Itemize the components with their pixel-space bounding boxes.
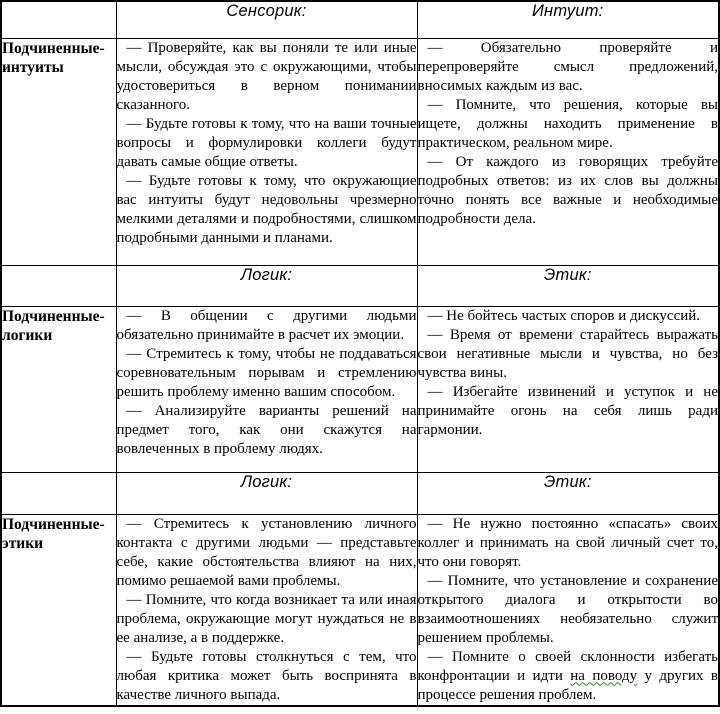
section1-header-row: Сенсорик: Интуит: <box>0 0 720 39</box>
grammar-wavy-text: на поводу <box>570 667 638 684</box>
section1-header-intuit: Интуит: <box>416 0 720 39</box>
advice-paragraph: — Будьте готовы к тому, что на ваши точн… <box>116 115 417 170</box>
section1-header-sensorik: Сенсорик: <box>115 0 418 39</box>
section2-header-row: Логик: Этик: <box>0 264 720 307</box>
paragraph-text: у других в процессе решения проблем. <box>417 667 718 703</box>
section2-header-logik: Логик: <box>115 264 418 307</box>
advice-paragraph: — В общении с другими людьми обязательно… <box>116 307 417 343</box>
section2-corner-cell <box>0 264 117 307</box>
section3-corner-cell <box>0 471 117 515</box>
advice-cell-intuit: — Обязательно проверяйте и перепроверяйт… <box>416 37 720 266</box>
advice-paragraph: — Время от времени старайтесь выражать с… <box>417 326 718 381</box>
advice-paragraph: — Стремитесь к тому, чтобы не поддаватьс… <box>116 345 417 400</box>
advice-paragraph: — Будьте готовы к тому, что окружающие в… <box>116 172 417 246</box>
row-label-podchinennye-intuity: Подчиненные-интуиты <box>0 37 117 266</box>
advice-paragraph: — От каждого из говорящих требуйте подро… <box>417 153 718 227</box>
advice-paragraph: — Проверяйте, как вы поняли те или иные … <box>116 39 417 113</box>
advice-paragraph: — Помните, что решения, которые вы ищете… <box>417 96 718 151</box>
row-label-podchinennye-etiki: Подчиненные-этики <box>0 513 117 706</box>
advice-paragraph: — Помните, что установление и сохранение… <box>417 572 718 646</box>
advice-paragraph: — Обязательно проверяйте и перепроверяйт… <box>417 39 718 94</box>
advice-paragraph: — Анализируйте варианты решений на предм… <box>116 402 417 457</box>
section3-content-row: Подчиненные-этики — Стремитесь к установ… <box>0 513 720 706</box>
advice-paragraph: — Стремитесь к установлению личного конт… <box>116 515 417 589</box>
advice-paragraph: — Не нужно постоянно «спасать» своих кол… <box>417 515 718 570</box>
section1-corner-cell <box>0 0 117 39</box>
row-label-podchinennye-logiki: Подчиненные-логики <box>0 305 117 473</box>
advice-paragraph: — Помните о своей склонности избегать ко… <box>417 648 718 705</box>
section1-content-row: Подчиненные-интуиты — Проверяйте, как вы… <box>0 37 720 266</box>
advice-paragraph: — Помните, что когда возникает та или ин… <box>116 591 417 646</box>
advice-paragraph: — Будьте готовы столкнуться с тем, что л… <box>116 648 417 703</box>
section3-header-row: Логик: Этик: <box>0 471 720 515</box>
section2-content-row: Подчиненные-логики — В общении с другими… <box>0 305 720 473</box>
section3-header-logik: Логик: <box>115 471 418 515</box>
advice-cell-etik-2: — Не нужно постоянно «спасать» своих кол… <box>416 513 720 706</box>
advice-paragraph: — Избегайте извинений и уступок и не при… <box>417 383 718 438</box>
advice-paragraph: — Не бойтесь частых споров и дискуссий. <box>427 307 701 324</box>
advice-cell-etik: — Не бойтесь частых споров и дискуссий. … <box>416 305 720 473</box>
section3-header-etik: Этик: <box>416 471 720 515</box>
advice-cell-sensorik: — Проверяйте, как вы поняли те или иные … <box>115 37 418 266</box>
advice-cell-logik: — В общении с другими людьми обязательно… <box>115 305 418 473</box>
advice-cell-logik-2: — Стремитесь к установлению личного конт… <box>115 513 418 706</box>
paragraph-text: — Помните о своей склонности избегать ко… <box>417 648 718 684</box>
section2-header-etik: Этик: <box>416 264 720 307</box>
